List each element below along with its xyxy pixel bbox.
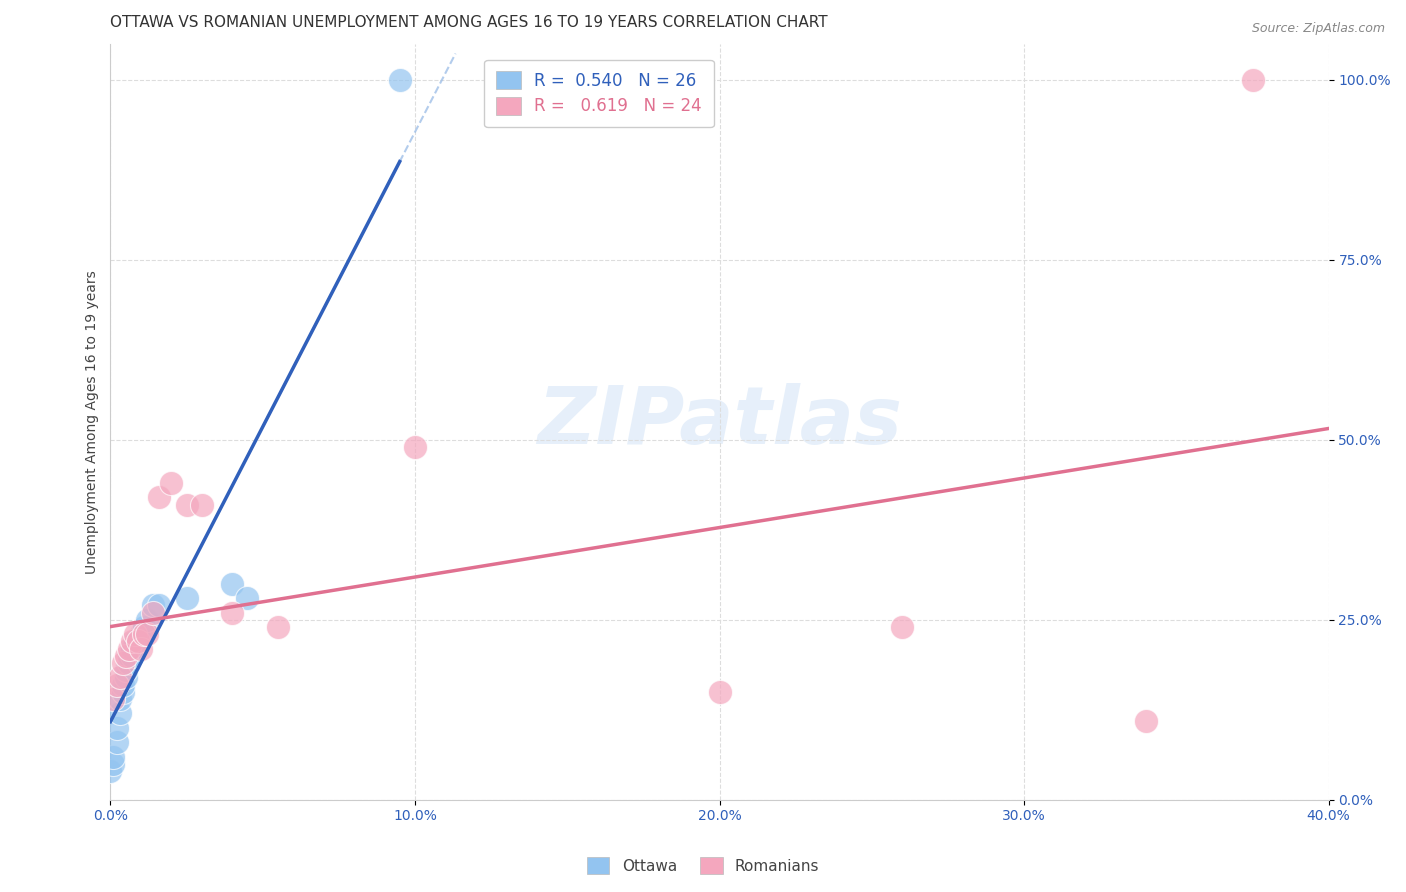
Point [118, 648, 141, 663]
Text: ZIPatlas: ZIPatlas [537, 383, 903, 460]
Legend: R =  0.540   N = 26, R =   0.619   N = 24: R = 0.540 N = 26, R = 0.619 N = 24 [484, 60, 713, 127]
Point [1241, 72, 1264, 87]
Point [121, 641, 143, 656]
Point [114, 670, 136, 684]
Point [129, 627, 152, 641]
Point [148, 599, 170, 613]
Point [105, 721, 128, 735]
Point [105, 677, 128, 691]
Point [160, 475, 183, 490]
Point [388, 72, 411, 87]
Text: Source: ZipAtlas.com: Source: ZipAtlas.com [1251, 22, 1385, 36]
Point [114, 648, 136, 663]
Point [1135, 714, 1157, 728]
Point [176, 591, 198, 606]
Point [124, 627, 146, 641]
Point [236, 591, 259, 606]
Point [124, 634, 146, 648]
Point [111, 677, 134, 691]
Point [114, 663, 136, 677]
Point [103, 692, 125, 706]
Point [176, 498, 198, 512]
Point [100, 764, 122, 778]
Point [404, 440, 426, 454]
Point [136, 613, 159, 627]
Point [108, 706, 131, 721]
Point [127, 634, 149, 648]
Point [191, 498, 214, 512]
Legend: Ottawa, Romanians: Ottawa, Romanians [581, 851, 825, 880]
Point [891, 620, 914, 634]
Point [111, 656, 134, 670]
Point [108, 670, 131, 684]
Point [118, 641, 141, 656]
Point [221, 606, 243, 620]
Point [148, 491, 170, 505]
Point [105, 735, 128, 749]
Point [103, 756, 125, 771]
Point [132, 620, 155, 634]
Point [108, 692, 131, 706]
Point [142, 606, 165, 620]
Point [121, 634, 143, 648]
Point [221, 576, 243, 591]
Point [118, 656, 141, 670]
Point [136, 627, 159, 641]
Y-axis label: Unemployment Among Ages 16 to 19 years: Unemployment Among Ages 16 to 19 years [86, 270, 100, 574]
Text: OTTAWA VS ROMANIAN UNEMPLOYMENT AMONG AGES 16 TO 19 YEARS CORRELATION CHART: OTTAWA VS ROMANIAN UNEMPLOYMENT AMONG AG… [111, 15, 828, 30]
Point [121, 648, 143, 663]
Point [709, 684, 731, 698]
Point [129, 641, 152, 656]
Point [111, 684, 134, 698]
Point [267, 620, 290, 634]
Point [132, 627, 155, 641]
Point [103, 749, 125, 764]
Point [127, 634, 149, 648]
Point [142, 599, 165, 613]
